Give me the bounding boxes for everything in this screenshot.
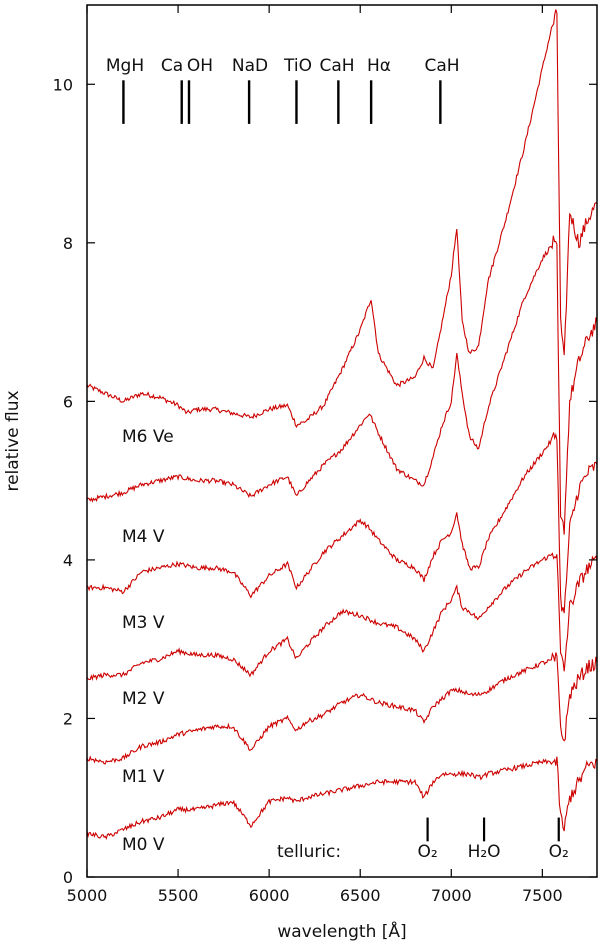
series-label: M4 V (122, 527, 165, 547)
spectral-line-label: Ca (161, 56, 183, 76)
x-tick-label: 5000 (67, 886, 108, 905)
spectral-line-label: OH (187, 56, 213, 76)
y-tick-label: 2 (63, 709, 73, 728)
spectral-line-label: TiO (283, 56, 312, 76)
plot-area: MgH Ca OH NaD TiO CaH Hα CaH O₂ H₂O O₂ M6 Ve M4 V M3 … (86, 9, 598, 862)
spectrum-line (86, 9, 598, 429)
axis-ticks: 5000 5500 6000 6500 7000 7500 0 2 4 6 8 10 (53, 5, 597, 905)
x-tick-label: 7000 (431, 886, 472, 905)
x-axis-label: wavelength [Å] (277, 920, 406, 942)
spectrum-line (86, 552, 598, 682)
spectrum-line (86, 756, 598, 841)
spectrum-line (86, 235, 598, 535)
series-label: M0 V (122, 835, 165, 855)
x-tick-label: 6000 (249, 886, 290, 905)
y-tick-label: 10 (53, 75, 73, 94)
spectrum-line (86, 651, 598, 765)
telluric-line-label: O₂ (418, 842, 438, 862)
telluric-line-label: H₂O (468, 842, 501, 862)
y-axis-label: relative flux (3, 390, 23, 491)
spectral-line-label: Hα (367, 56, 391, 76)
plot-frame (86, 4, 598, 878)
spectrum-line (86, 432, 598, 614)
x-tick-label: 7500 (522, 886, 563, 905)
y-tick-label: 4 (63, 551, 73, 570)
x-tick-label: 6500 (340, 886, 381, 905)
x-tick-label: 5500 (158, 886, 199, 905)
series-label: M6 Ve (122, 427, 174, 447)
series-label: M3 V (122, 613, 165, 633)
spectral-line-label: CaH (319, 56, 354, 76)
series-label: M2 V (122, 689, 165, 709)
series-label: M1 V (122, 767, 165, 787)
y-tick-label: 0 (63, 868, 73, 887)
spectral-line-label: MgH (106, 56, 144, 76)
spectral-line-label: NaD (232, 56, 268, 76)
telluric-line-label: O₂ (549, 842, 569, 862)
spectral-line-label: CaH (424, 56, 459, 76)
y-tick-label: 6 (63, 392, 73, 411)
telluric-label: telluric: (277, 842, 341, 862)
y-tick-label: 8 (63, 234, 73, 253)
